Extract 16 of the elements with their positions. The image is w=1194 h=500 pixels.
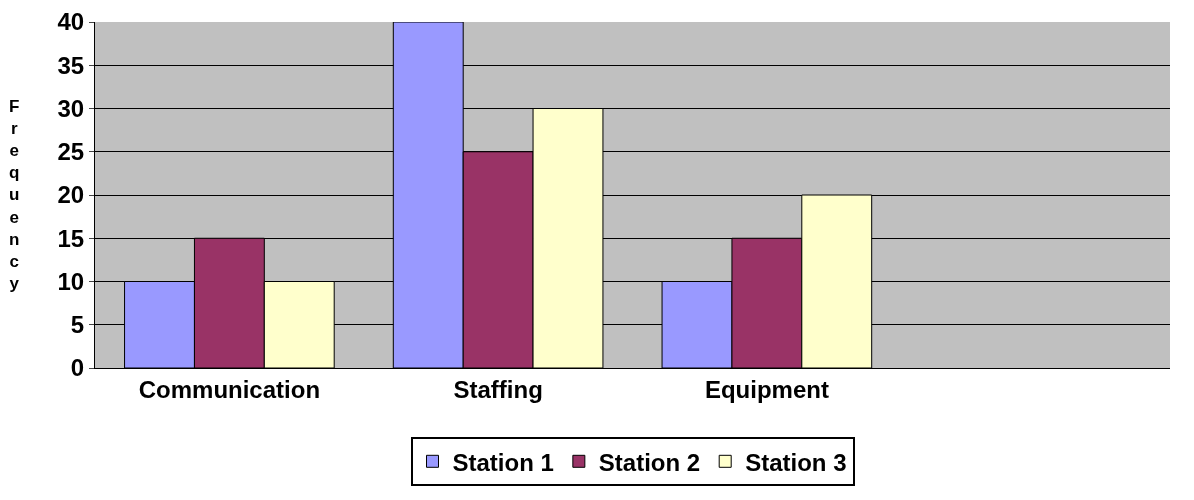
- x-tick-label: Communication: [138, 375, 321, 403]
- legend-label: Station 2: [598, 448, 701, 476]
- y-tick-label: 35: [57, 51, 85, 79]
- y-tick-label: 20: [57, 181, 85, 209]
- y-tick-label: 15: [57, 224, 85, 252]
- y-tick-label: 5: [70, 311, 85, 339]
- legend-label: Station 1: [452, 448, 554, 476]
- text: Frequency: [9, 97, 20, 293]
- y-tick-label: 0: [70, 354, 85, 382]
- y-tick-label: 25: [57, 138, 85, 166]
- legend-label: Station 3: [745, 448, 847, 476]
- x-tick-label: Equipment: [704, 375, 829, 403]
- y-tick-label: 30: [57, 94, 85, 122]
- y-tick-label: 40: [57, 8, 85, 36]
- x-tick-label: Staffing: [453, 375, 543, 403]
- y-tick-label: 10: [57, 267, 85, 295]
